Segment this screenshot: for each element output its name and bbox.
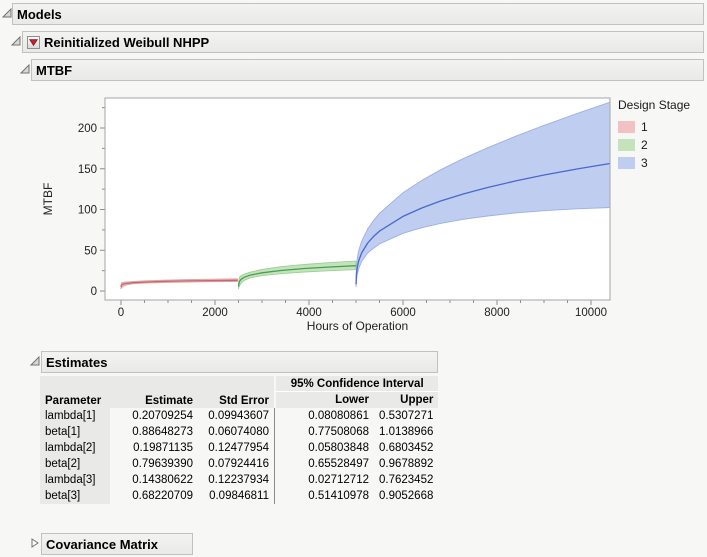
col-header-lower: Lower	[274, 392, 374, 408]
legend-swatch-icon	[618, 139, 635, 151]
legend-entry-1[interactable]: 1	[618, 120, 706, 134]
parameter-cell: beta[2]	[40, 456, 110, 472]
value-cell: 0.51410978	[274, 488, 374, 504]
value-cell: 0.65528497	[274, 456, 374, 472]
y-axis-label: MTBF	[41, 183, 55, 216]
value-cell: 0.02712712	[274, 472, 374, 488]
legend-swatch-icon	[618, 157, 635, 169]
value-cell: 0.12237934	[208, 474, 269, 486]
value-cell: 0.68220709	[132, 490, 193, 502]
y-tick-label: 200	[78, 123, 97, 135]
value-cell: 0.79639390	[132, 458, 193, 470]
x-tick-label: 0	[118, 307, 124, 319]
parameter-cell: lambda[2]	[40, 440, 110, 456]
value-cell: 0.06074080	[208, 426, 269, 438]
estimates-table: Parameter Estimate Std Error 95% Confide…	[40, 376, 439, 504]
x-tick-label: 8000	[484, 307, 510, 319]
legend-swatch-icon	[618, 121, 635, 133]
stage-3-mtbf-line	[355, 162, 611, 285]
col-header-estimate: Estimate	[110, 376, 198, 408]
outline-header-mtbf[interactable]: MTBF	[31, 59, 704, 81]
col-header-upper: Upper	[374, 392, 439, 408]
outline-header-estimates[interactable]: Estimates	[41, 351, 438, 373]
outline-header-model[interactable]: Reinitialized Weibull NHPP	[22, 31, 704, 53]
x-tick-label: 2000	[202, 307, 228, 319]
value-cell: 0.88648273	[132, 426, 193, 438]
models-title: Models	[17, 6, 62, 22]
mtbf-title: MTBF	[36, 62, 73, 78]
estimates-title: Estimates	[46, 354, 108, 370]
model-title: Reinitialized Weibull NHPP	[44, 34, 210, 50]
mtbf-plot-container: 0 2000 4000 6000 8000 10000 0 50 100 150 200 Hours …	[37, 92, 612, 344]
y-tick-label: 0	[91, 286, 97, 298]
parameter-cell: lambda[1]	[40, 408, 110, 424]
table-row: beta[1] 0.88648273 0.06074080 0.77508068 1.0…	[40, 424, 438, 440]
y-tick-label: 50	[84, 245, 97, 257]
disclosure-open-icon[interactable]	[30, 356, 40, 366]
x-tick-label: 10000	[575, 307, 607, 319]
outline-header-covariance[interactable]: Covariance Matrix	[41, 533, 193, 555]
red-triangle-menu-icon[interactable]	[27, 35, 40, 49]
stage-1-mtbf-line	[120, 279, 238, 288]
legend-label: 3	[641, 156, 648, 170]
plot-frame	[104, 97, 611, 301]
parameter-cell: beta[3]	[40, 488, 110, 504]
x-tick-label: 6000	[390, 307, 416, 319]
y-tick-label: 100	[78, 205, 97, 217]
parameter-cell: lambda[3]	[40, 472, 110, 488]
value-cell: 0.9052668	[379, 490, 434, 502]
legend-title: Design Stage	[618, 98, 691, 112]
value-cell: 0.09943607	[208, 410, 269, 422]
value-cell: 0.14380622	[132, 474, 193, 486]
value-cell: 0.6803452	[379, 442, 434, 454]
covariance-title: Covariance Matrix	[46, 536, 158, 552]
table-row: lambda[2] 0.19871135 0.12477954 0.05803848 0…	[40, 440, 438, 456]
col-header-parameter: Parameter	[40, 376, 110, 408]
value-cell: 0.5307271	[379, 410, 434, 422]
value-cell: 0.09846811	[209, 490, 269, 502]
legend-entry-2[interactable]: 2	[618, 138, 706, 152]
value-cell: 0.77508068	[274, 424, 374, 440]
y-tick-label: 150	[78, 164, 97, 176]
disclosure-open-icon[interactable]	[20, 64, 30, 74]
disclosure-open-icon[interactable]	[2, 8, 12, 18]
value-cell: 1.0138966	[379, 426, 434, 438]
legend-label: 2	[641, 138, 648, 152]
stage-2-mtbf-line	[237, 265, 357, 287]
parameter-cell: beta[1]	[40, 424, 110, 440]
table-row: lambda[3] 0.14380622 0.12237934 0.02712712 0…	[40, 472, 438, 488]
x-axis-label: Hours of Operation	[307, 319, 408, 333]
value-cell: 0.12477954	[208, 442, 269, 454]
col-group-confidence-interval: 95% Confidence Interval	[274, 376, 439, 392]
value-cell: 0.08080861	[274, 408, 374, 424]
value-cell: 0.20709254	[132, 410, 193, 422]
legend-label: 1	[641, 120, 648, 134]
table-row: beta[3] 0.68220709 0.09846811 0.51410978 0.9…	[40, 488, 438, 504]
value-cell: 0.07924416	[208, 458, 269, 470]
value-cell: 0.19871135	[133, 442, 193, 454]
disclosure-closed-icon[interactable]	[30, 538, 40, 548]
disclosure-open-icon[interactable]	[11, 36, 21, 46]
table-row: beta[2] 0.79639390 0.07924416 0.65528497 0.9…	[40, 456, 438, 472]
legend-entry-3[interactable]: 3	[618, 156, 706, 170]
value-cell: 0.7623452	[379, 474, 434, 486]
table-row: lambda[1] 0.20709254 0.09943607 0.08080861 0…	[40, 408, 438, 424]
chart-legend: Design Stage 1 2 3	[618, 98, 706, 175]
x-tick-label: 4000	[296, 307, 322, 319]
col-header-stderror: Std Error	[198, 376, 274, 408]
mtbf-chart: 0 2000 4000 6000 8000 10000 0 50 100 150 200 Hours …	[41, 97, 611, 333]
outline-header-models[interactable]: Models	[12, 3, 704, 25]
value-cell: 0.9678892	[379, 458, 434, 470]
value-cell: 0.05803848	[274, 440, 374, 456]
